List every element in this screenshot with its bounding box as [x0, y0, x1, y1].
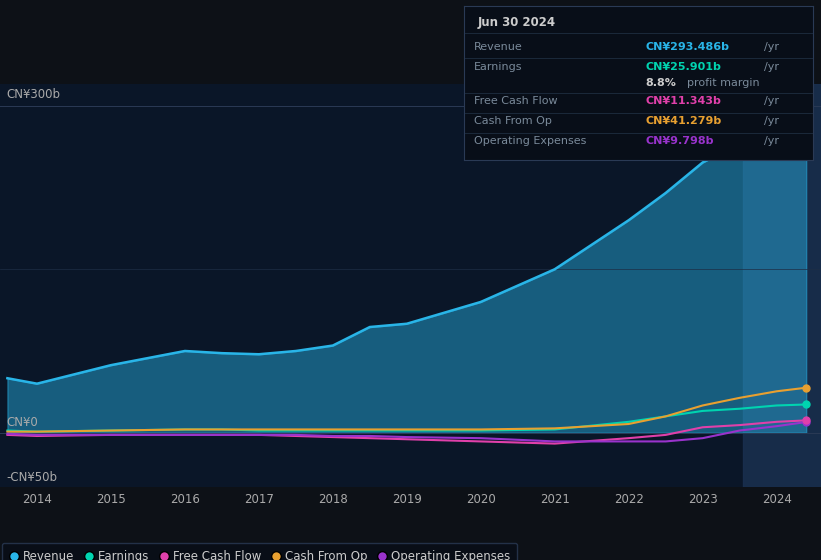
Text: /yr: /yr: [764, 42, 779, 52]
Text: CN¥300b: CN¥300b: [6, 88, 60, 101]
Text: CN¥293.486b: CN¥293.486b: [645, 42, 729, 52]
Text: CN¥11.343b: CN¥11.343b: [645, 96, 721, 106]
Text: -CN¥50b: -CN¥50b: [6, 471, 57, 484]
Text: CN¥9.798b: CN¥9.798b: [645, 136, 713, 146]
Text: Cash From Op: Cash From Op: [475, 116, 553, 126]
Text: 8.8%: 8.8%: [645, 78, 677, 87]
Legend: Revenue, Earnings, Free Cash Flow, Cash From Op, Operating Expenses: Revenue, Earnings, Free Cash Flow, Cash …: [2, 543, 517, 560]
Text: Jun 30 2024: Jun 30 2024: [478, 16, 556, 29]
Text: CN¥41.279b: CN¥41.279b: [645, 116, 722, 126]
Text: CN¥0: CN¥0: [6, 417, 38, 430]
Text: Free Cash Flow: Free Cash Flow: [475, 96, 558, 106]
Text: Operating Expenses: Operating Expenses: [475, 136, 587, 146]
Text: /yr: /yr: [764, 136, 779, 146]
Text: Earnings: Earnings: [475, 62, 523, 72]
Text: /yr: /yr: [764, 62, 779, 72]
Text: profit margin: profit margin: [687, 78, 759, 87]
Bar: [743, 84, 821, 487]
Text: Revenue: Revenue: [475, 42, 523, 52]
Text: /yr: /yr: [764, 96, 779, 106]
Text: CN¥25.901b: CN¥25.901b: [645, 62, 721, 72]
Text: /yr: /yr: [764, 116, 779, 126]
